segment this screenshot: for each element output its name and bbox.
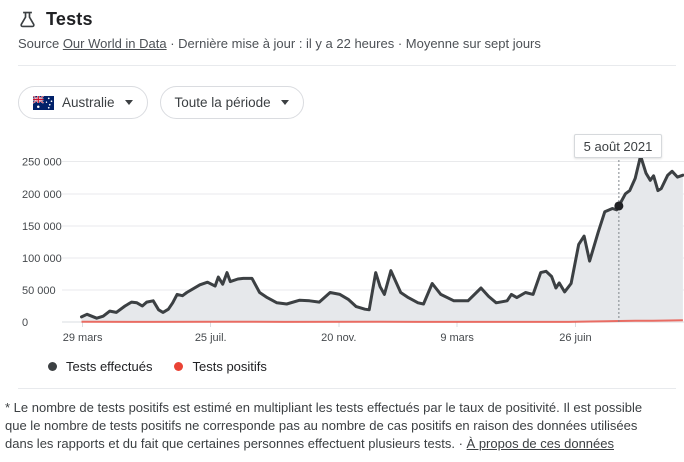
hover-marker-dot	[614, 201, 624, 211]
x-axis-label: 9 mars	[440, 332, 474, 344]
date-tooltip-label: 5 août 2021	[583, 138, 653, 154]
legend-dot-dark	[48, 362, 57, 371]
australia-flag-icon	[32, 94, 54, 110]
positives-line	[81, 319, 683, 323]
legend-dot-red	[174, 362, 184, 371]
source-prefix: Source	[18, 36, 63, 51]
source-line: Source Our World in Data · Dernière mise…	[18, 36, 541, 51]
tests-area-chart[interactable]: 0 50 000 100 000 150 000 200 000 250 000 29 ma…	[0, 130, 684, 345]
source-meta: · Dernière mise à jour : il y a 22 heure…	[166, 36, 541, 51]
x-axis-label: 26 juin	[559, 332, 591, 344]
legend-item-tests-positifs: Tests positifs	[174, 359, 267, 374]
about-data-link[interactable]: À propos de ces données	[466, 436, 614, 451]
chevron-down-icon	[124, 100, 133, 105]
y-axis-label: 200 000	[22, 189, 62, 201]
flask-icon	[20, 11, 35, 28]
x-axis-label: 25 juil.	[195, 332, 227, 344]
period-label: Toute la période	[174, 95, 271, 110]
y-axis-label: 100 000	[22, 253, 62, 265]
y-axis-label: 0	[22, 317, 28, 329]
source-link[interactable]: Our World in Data	[62, 36, 167, 51]
country-selector[interactable]: Australie	[18, 86, 148, 119]
x-axis-label: 29 mars	[63, 332, 103, 344]
header: Tests	[18, 9, 93, 30]
legend-label: Tests effectués	[66, 359, 153, 374]
chevron-down-icon	[280, 100, 289, 105]
y-axis-label: 150 000	[22, 221, 62, 233]
legend-label: Tests positifs	[192, 359, 267, 374]
footnote: * Le nombre de tests positifs est estimé…	[5, 399, 667, 453]
footnote-separator: ·	[454, 436, 467, 451]
top-divider	[18, 65, 676, 66]
y-axis-label: 250 000	[22, 157, 62, 169]
chart-legend: Tests effectués Tests positifs	[48, 359, 267, 374]
tests-line	[80, 154, 684, 320]
country-label: Australie	[62, 95, 115, 110]
bottom-divider	[18, 388, 676, 389]
tests-area-fill	[81, 155, 683, 322]
period-selector[interactable]: Toute la période	[159, 86, 304, 119]
legend-item-tests-effectues: Tests effectués	[48, 359, 152, 374]
footnote-text: * Le nombre de tests positifs est estimé…	[5, 400, 643, 451]
y-axis-label: 50 000	[22, 285, 56, 297]
date-tooltip: 5 août 2021	[574, 134, 662, 158]
page-title: Tests	[46, 9, 93, 29]
filter-bar: Australie Toute la période	[18, 86, 304, 119]
x-axis-label: 20 nov.	[321, 332, 356, 344]
